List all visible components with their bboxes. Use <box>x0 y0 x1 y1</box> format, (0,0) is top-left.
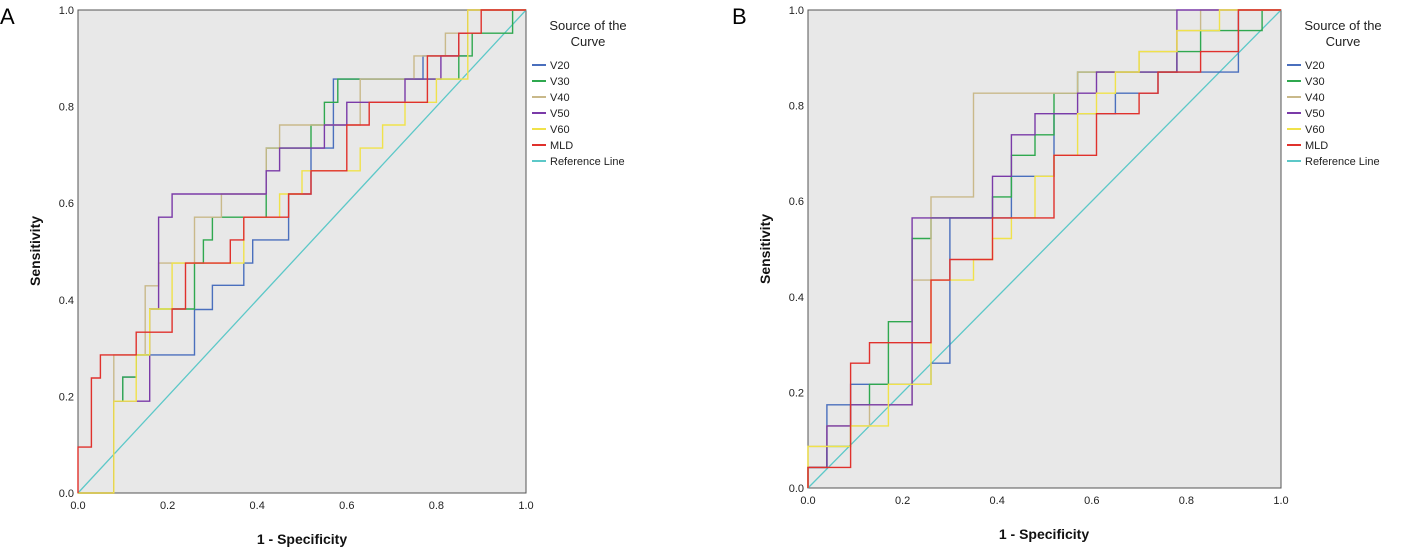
y-axis-ticks: 0.0 0.2 0.4 0.6 0.8 1.0 <box>789 5 804 495</box>
y-axis-title: Sensitivity <box>757 214 773 284</box>
x-axis-ticks: 0.0 0.2 0.4 0.6 0.8 1.0 <box>70 500 533 512</box>
legend-title: Source of the Curve <box>549 18 626 49</box>
legend-label: V30 <box>550 76 570 88</box>
reference-line-group <box>77 9 527 494</box>
curve-mld <box>77 9 526 493</box>
x-tick-label: 0.4 <box>990 495 1005 507</box>
x-tick-label: 0.6 <box>1084 495 1099 507</box>
legend: Source of the Curve V20 V30 V40 V50 V60 MLD Ref… <box>532 18 627 168</box>
legend-label: V50 <box>550 108 570 120</box>
legend-label: V30 <box>1305 76 1325 88</box>
x-tick-label: 0.8 <box>429 500 444 512</box>
legend-label: V60 <box>1305 124 1325 136</box>
x-tick-label: 1.0 <box>1273 495 1288 507</box>
legend-items: V20 V30 V40 V50 V60 MLD Reference Line <box>532 60 625 168</box>
roc-curves <box>77 9 526 494</box>
y-tick-label: 1.0 <box>59 5 74 17</box>
panel-b-label: B <box>732 4 747 29</box>
x-axis-ticks: 0.0 0.2 0.4 0.6 0.8 1.0 <box>800 495 1288 507</box>
y-tick-label: 0.4 <box>789 292 804 304</box>
x-tick-label: 0.0 <box>70 500 85 512</box>
x-tick-label: 0.2 <box>160 500 175 512</box>
y-tick-label: 0.0 <box>789 483 804 495</box>
y-tick-label: 1.0 <box>789 5 804 17</box>
x-tick-label: 0.8 <box>1179 495 1194 507</box>
legend: Source of the Curve V20 V30 V40 V50 V60 MLD Ref… <box>1287 18 1382 168</box>
legend-label: Reference Line <box>1305 156 1380 168</box>
curve-reference-line <box>807 9 1282 489</box>
reference-line-group <box>807 9 1282 489</box>
legend-items: V20 V30 V40 V50 V60 MLD Reference Line <box>1287 60 1380 168</box>
curve-v50 <box>807 9 1281 488</box>
y-tick-label: 0.0 <box>59 488 74 500</box>
panel-a: A 0.0 0.2 0.4 0.6 0.8 1.0 0.0 0.2 0.4 0.… <box>0 4 627 547</box>
legend-label: Reference Line <box>550 156 625 168</box>
legend-label: V20 <box>1305 60 1325 72</box>
y-tick-label: 0.2 <box>789 387 804 399</box>
y-tick-label: 0.4 <box>59 295 74 307</box>
y-tick-label: 0.8 <box>59 102 74 114</box>
y-axis-title: Sensitivity <box>27 216 43 286</box>
legend-label: V50 <box>1305 108 1325 120</box>
legend-label: MLD <box>550 140 573 152</box>
x-tick-label: 0.6 <box>339 500 354 512</box>
y-tick-label: 0.8 <box>789 101 804 113</box>
x-tick-label: 0.2 <box>895 495 910 507</box>
legend-label: V60 <box>550 124 570 136</box>
panel-a-label: A <box>0 4 15 29</box>
y-tick-label: 0.6 <box>59 198 74 210</box>
y-tick-label: 0.2 <box>59 391 74 403</box>
x-axis-title: 1 - Specificity <box>257 531 347 547</box>
legend-label: V20 <box>550 60 570 72</box>
x-axis-title: 1 - Specificity <box>999 526 1089 542</box>
legend-label: MLD <box>1305 140 1328 152</box>
roc-curves <box>807 9 1281 488</box>
curve-v60 <box>807 9 1281 488</box>
x-tick-label: 0.0 <box>800 495 815 507</box>
y-tick-label: 0.6 <box>789 196 804 208</box>
y-axis-ticks: 0.0 0.2 0.4 0.6 0.8 1.0 <box>59 5 74 500</box>
x-tick-label: 0.4 <box>250 500 265 512</box>
legend-title: Source of the Curve <box>1304 18 1381 49</box>
curve-mld <box>807 9 1281 488</box>
x-tick-label: 1.0 <box>518 500 533 512</box>
curve-reference-line <box>77 9 527 494</box>
legend-label: V40 <box>550 92 570 104</box>
legend-label: V40 <box>1305 92 1325 104</box>
panel-b: B 0.0 0.2 0.4 0.6 0.8 1.0 0.0 0.2 0.4 0.… <box>732 4 1382 542</box>
